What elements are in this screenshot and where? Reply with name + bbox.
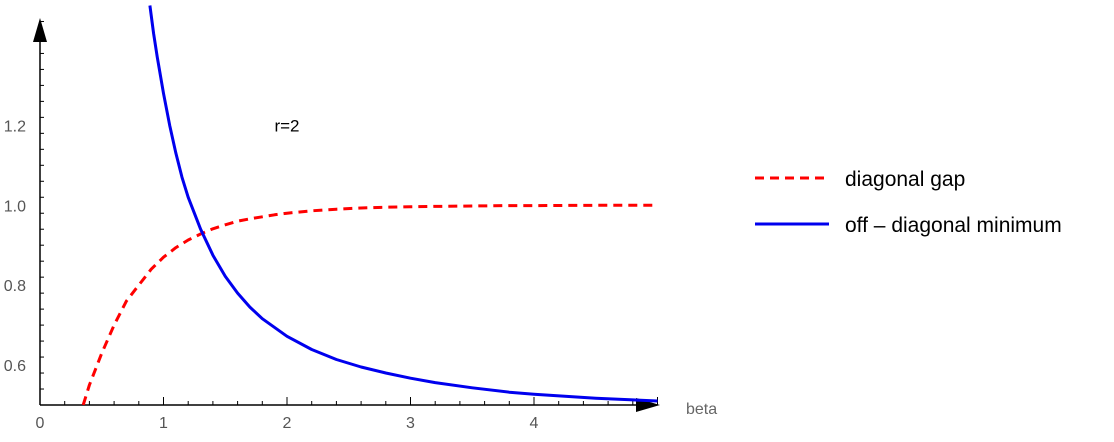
- y-tick-label: 1.2: [4, 118, 26, 135]
- legend: diagonal gap off – diagonal minimum: [755, 168, 1062, 237]
- x-tick-label: 0: [36, 415, 45, 432]
- y-axis-arrowhead: [33, 18, 47, 42]
- legend-label-1: off – diagonal minimum: [845, 214, 1062, 237]
- series-line-0: [81, 203, 658, 405]
- annotation-label: r=2: [274, 116, 299, 135]
- y-tick-label: 1.0: [4, 198, 26, 215]
- series-line-1: [148, 5, 658, 403]
- axes: 0 1 2 3 4 0.6 0.8 1.0 1.2 beta: [4, 18, 717, 432]
- series-layer: [81, 5, 658, 405]
- y-tick-label: 0.6: [4, 358, 26, 375]
- x-tick-label: 3: [406, 415, 415, 432]
- x-tick-label: 4: [530, 415, 539, 432]
- y-tick-label: 0.8: [4, 278, 26, 295]
- x-axis-label: beta: [686, 401, 717, 418]
- x-tick-label: 2: [283, 415, 292, 432]
- x-tick-label: 1: [159, 415, 168, 432]
- legend-label-0: diagonal gap: [845, 168, 965, 191]
